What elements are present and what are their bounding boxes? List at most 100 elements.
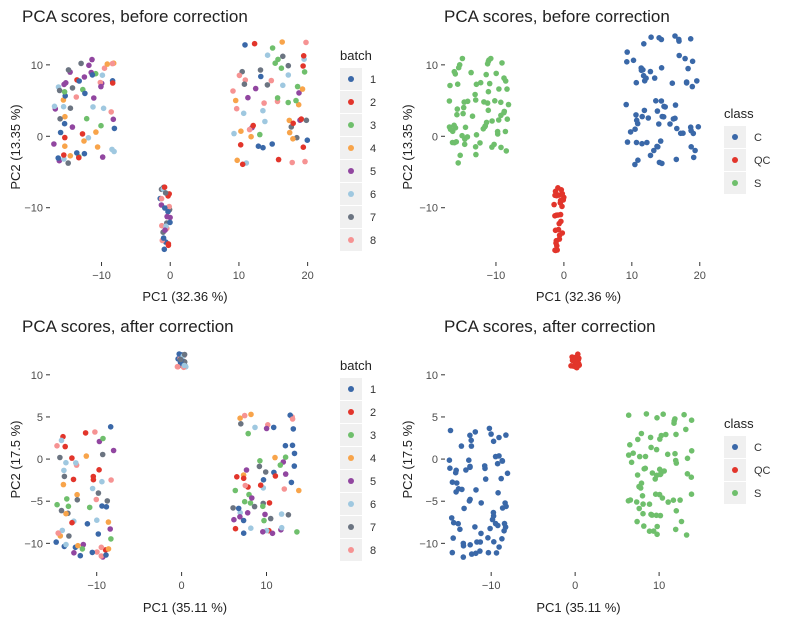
data-point xyxy=(501,109,507,116)
data-point xyxy=(59,527,66,534)
data-point xyxy=(490,438,497,445)
data-point xyxy=(485,107,492,114)
x-tick-label: −10 xyxy=(482,580,501,592)
data-point xyxy=(627,129,634,135)
data-point xyxy=(241,412,248,419)
data-point xyxy=(252,424,258,431)
data-point xyxy=(76,154,82,161)
data-point xyxy=(304,137,311,143)
data-point xyxy=(158,195,165,202)
data-point xyxy=(177,356,184,363)
data-point xyxy=(289,416,296,422)
data-point xyxy=(468,443,475,449)
data-point xyxy=(472,97,479,103)
data-point xyxy=(243,467,250,473)
data-point xyxy=(89,56,95,63)
data-point xyxy=(248,525,254,531)
data-point xyxy=(694,78,700,84)
data-point xyxy=(625,412,632,419)
data-point xyxy=(647,152,654,159)
data-point xyxy=(498,475,505,482)
data-point xyxy=(86,62,92,69)
data-point xyxy=(553,212,560,218)
legend-label: QC xyxy=(754,465,771,477)
data-point xyxy=(103,552,109,558)
data-point xyxy=(473,487,479,493)
data-point xyxy=(272,454,278,461)
y-tick-label: −10 xyxy=(419,538,438,550)
data-point xyxy=(503,148,510,154)
data-point xyxy=(54,443,60,449)
data-point xyxy=(289,159,296,166)
data-point xyxy=(552,192,558,199)
legend-swatch xyxy=(732,134,738,140)
legend-swatch xyxy=(348,524,354,530)
data-point xyxy=(240,530,247,536)
data-point xyxy=(669,80,676,86)
data-point xyxy=(250,122,256,129)
data-point xyxy=(231,130,237,137)
data-point xyxy=(468,69,474,76)
data-point xyxy=(233,105,240,112)
data-point xyxy=(468,437,475,444)
data-point xyxy=(676,36,682,43)
data-point xyxy=(456,62,463,68)
data-point xyxy=(482,124,488,130)
data-point xyxy=(81,150,88,157)
data-point xyxy=(498,99,504,106)
data-point xyxy=(681,411,687,418)
data-point xyxy=(672,102,679,108)
data-point xyxy=(645,115,652,121)
data-point xyxy=(495,490,501,496)
data-point xyxy=(630,450,636,457)
legend-label: 8 xyxy=(370,545,376,557)
data-point xyxy=(454,480,460,486)
legend-swatch xyxy=(348,214,354,220)
data-point xyxy=(467,496,473,503)
data-point xyxy=(286,129,293,136)
data-point xyxy=(689,58,696,65)
data-point xyxy=(257,131,263,138)
data-point xyxy=(467,432,473,439)
data-point xyxy=(658,98,665,104)
data-point xyxy=(447,465,453,472)
legend-label: QC xyxy=(754,155,771,167)
data-point xyxy=(628,459,635,466)
data-point xyxy=(688,491,695,498)
data-point xyxy=(55,155,61,161)
data-point xyxy=(459,55,466,62)
data-point xyxy=(498,144,504,151)
data-point xyxy=(647,434,654,441)
data-point xyxy=(98,553,105,559)
panel-1: PCA scores, before correction PC1 (32.36 … xyxy=(8,7,376,304)
data-point xyxy=(643,411,650,417)
data-point xyxy=(673,508,680,514)
data-point xyxy=(634,472,641,478)
data-point xyxy=(249,495,255,501)
data-point xyxy=(485,549,492,556)
data-point xyxy=(79,546,86,552)
x-tick-label: 0 xyxy=(167,270,173,282)
legend-swatch xyxy=(732,157,738,163)
data-point xyxy=(503,432,509,438)
data-point xyxy=(638,430,645,437)
data-point xyxy=(462,124,469,131)
data-point xyxy=(100,105,107,112)
data-point xyxy=(655,144,661,150)
data-point xyxy=(491,141,497,148)
legend-label: S xyxy=(754,178,761,190)
data-point xyxy=(80,541,87,548)
data-point xyxy=(244,510,251,516)
legend-swatch xyxy=(348,191,354,197)
data-point xyxy=(240,110,247,117)
data-point xyxy=(472,524,478,530)
legend-label: 5 xyxy=(370,166,376,178)
data-point xyxy=(78,60,84,67)
data-point xyxy=(495,117,502,123)
data-point xyxy=(460,110,466,117)
data-point xyxy=(558,218,564,225)
data-point xyxy=(97,79,104,86)
data-point xyxy=(160,235,167,241)
data-point xyxy=(98,122,104,129)
data-point xyxy=(69,455,75,461)
